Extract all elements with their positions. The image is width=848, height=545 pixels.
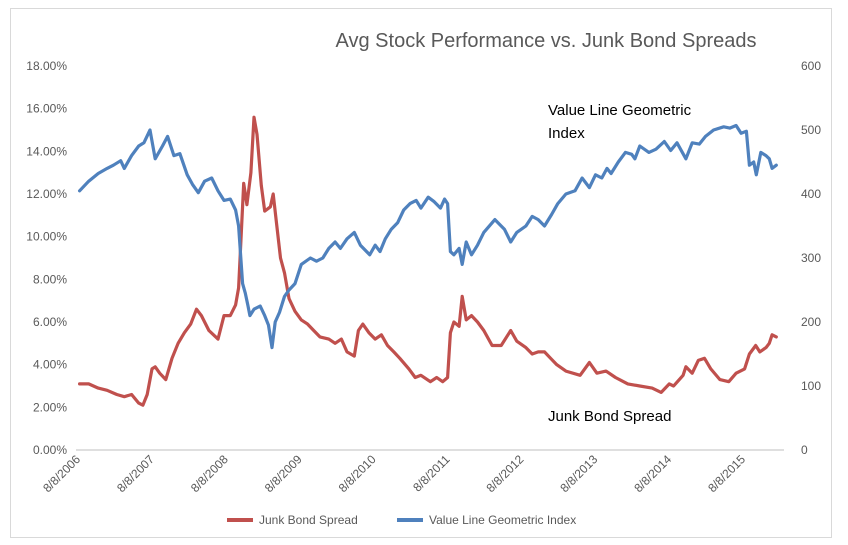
- y-left-tick-label: 0.00%: [33, 443, 67, 457]
- y-right-tick-label: 200: [801, 315, 821, 329]
- series-line-value-line-index: [78, 123, 778, 350]
- x-tick-label: 8/8/2009: [262, 452, 305, 495]
- legend-label-junk-bond: Junk Bond Spread: [259, 513, 358, 527]
- chart-canvas: Avg Stock Performance vs. Junk Bond Spre…: [26, 30, 821, 527]
- x-tick-label: 8/8/2010: [336, 452, 379, 495]
- y-left-tick-label: 4.00%: [33, 358, 67, 372]
- series-line-junk-bond-spread: [78, 115, 778, 407]
- x-tick-label: 8/8/2014: [631, 452, 674, 495]
- y-left-tick-label: 10.00%: [26, 230, 67, 244]
- y-left-tick-label: 6.00%: [33, 315, 67, 329]
- y-right-axis-ticks: 0 100 200 300 400 500 600: [801, 59, 821, 457]
- y-right-tick-label: 500: [801, 123, 821, 137]
- annotation-value-line-line1: Value Line Geometric: [548, 102, 692, 119]
- legend: Junk Bond Spread Value Line Geometric In…: [227, 513, 576, 527]
- y-left-tick-label: 18.00%: [26, 59, 67, 73]
- legend-label-value-line: Value Line Geometric Index: [429, 513, 576, 527]
- chart-frame: Avg Stock Performance vs. Junk Bond Spre…: [10, 8, 832, 538]
- y-left-tick-label: 14.00%: [26, 144, 67, 158]
- annotation-value-line-line2: Index: [548, 125, 585, 142]
- y-left-axis-ticks: 0.00% 2.00% 4.00% 6.00% 8.00% 10.00% 12.00% 14.…: [26, 59, 67, 457]
- y-right-tick-label: 400: [801, 187, 821, 201]
- x-tick-label: 8/8/2012: [484, 452, 527, 495]
- x-tick-label: 8/8/2007: [114, 452, 157, 495]
- plot-area: [78, 115, 778, 407]
- y-left-tick-label: 8.00%: [33, 272, 67, 286]
- x-tick-label: 8/8/2008: [188, 452, 231, 495]
- annotations: Value Line Geometric Index Junk Bond Spr…: [548, 102, 692, 425]
- x-tick-label: 8/8/2015: [705, 452, 748, 495]
- y-right-tick-label: 600: [801, 59, 821, 73]
- x-axis-ticks: 8/8/2006 8/8/2007 8/8/2008 8/8/2009 8/8/2010…: [40, 452, 748, 495]
- y-left-tick-label: 2.00%: [33, 400, 67, 414]
- x-tick-label: 8/8/2006: [40, 452, 83, 495]
- x-tick-label: 8/8/2011: [410, 452, 453, 495]
- y-left-tick-label: 16.00%: [26, 102, 67, 116]
- annotation-junk-bond: Junk Bond Spread: [548, 408, 671, 425]
- x-tick-label: 8/8/2013: [557, 452, 600, 495]
- y-right-tick-label: 300: [801, 251, 821, 265]
- y-right-tick-label: 100: [801, 379, 821, 393]
- y-right-tick-label: 0: [801, 443, 808, 457]
- y-left-tick-label: 12.00%: [26, 187, 67, 201]
- chart-title: Avg Stock Performance vs. Junk Bond Spre…: [336, 30, 757, 52]
